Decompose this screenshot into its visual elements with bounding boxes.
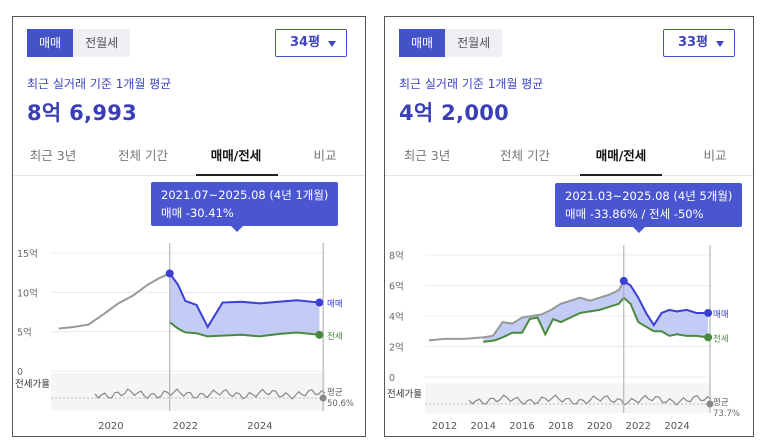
x-tick-label: 2020: [587, 421, 612, 432]
jeonse-line: [169, 321, 320, 338]
x-tick-label: 2024: [664, 421, 689, 432]
chart-tabs: 최근 3년 전체 기간 매매/전세 비교: [385, 143, 753, 176]
y-tick-label: 5억: [17, 327, 32, 339]
tab-all-period[interactable]: 전체 기간: [118, 148, 168, 163]
tab-sale-jeonse[interactable]: 매매/전세: [595, 148, 647, 163]
sale-series-label: 매매: [327, 300, 343, 310]
y-tick-label: 10억: [17, 287, 38, 299]
chevron-down-icon: [716, 41, 724, 47]
price-gap-area: [483, 282, 709, 342]
sale-end-point: [315, 298, 324, 307]
tooltip-change: 매매 -30.41%: [161, 206, 234, 220]
ratio-end-point: [706, 400, 714, 408]
period-start-point: [165, 269, 174, 278]
tab-recent-3y[interactable]: 최근 3년: [403, 148, 451, 163]
x-tick-label: 2024: [247, 421, 272, 432]
toggle-sale[interactable]: 매매: [27, 29, 74, 57]
chevron-down-icon: [328, 41, 336, 47]
y-tick-label: 4억: [389, 311, 404, 323]
x-tick-label: 2016: [509, 421, 534, 432]
period-tooltip: 2021.03~2025.08 (4년 5개월) 매매 -33.86% / 전세…: [555, 183, 743, 233]
size-select-value: 34평: [290, 35, 321, 50]
ratio-line: [94, 388, 326, 400]
ratio-average-value: 73.7%: [713, 409, 740, 419]
y-tick-label: 6억: [389, 281, 404, 293]
toggle-sale[interactable]: 매매: [399, 29, 446, 57]
size-select[interactable]: 33평: [663, 29, 735, 57]
sale-line-history: [428, 280, 625, 342]
sale-line: [623, 280, 709, 328]
deal-type-toggle: 매매 전월세: [399, 29, 503, 57]
price-value: 8억 6,993: [27, 101, 138, 125]
jeonse-end-point: [315, 330, 324, 339]
price-subtitle: 최근 실거래 기준 1개월 평균: [399, 77, 544, 91]
y-tick-label: 15억: [17, 248, 38, 260]
jeonse-series-label: 전세: [327, 331, 343, 342]
tab-sale-jeonse[interactable]: 매매/전세: [210, 148, 262, 163]
tooltip-period: 2021.07~2025.08 (4년 1개월): [161, 188, 329, 202]
ratio-label: 전세가율: [15, 379, 50, 390]
ratio-line: [468, 394, 712, 406]
ratio-end-point: [319, 394, 327, 402]
tab-all-period[interactable]: 전체 기간: [500, 148, 550, 163]
price-subtitle: 최근 실거래 기준 1개월 평균: [27, 77, 172, 91]
x-tick-label: 2020: [98, 421, 123, 432]
sale-line-history: [58, 272, 171, 330]
tooltip-period: 2021.03~2025.08 (4년 5개월): [565, 189, 733, 203]
x-tick-label: 2018: [548, 421, 573, 432]
ratio-label: 전세가율: [387, 389, 422, 400]
jeonse-end-point: [704, 333, 713, 342]
period-tooltip: 2021.07~2025.08 (4년 1개월) 매매 -30.41%: [151, 182, 339, 232]
tab-compare[interactable]: 비교: [703, 148, 727, 163]
tooltip-change: 매매 -33.86% / 전세 -50%: [565, 207, 704, 221]
tab-recent-3y[interactable]: 최근 3년: [29, 148, 77, 163]
x-tick-label: 2022: [173, 421, 198, 432]
price-gap-area: [169, 273, 320, 337]
deal-type-toggle: 매매 전월세: [27, 29, 131, 57]
x-tick-label: 2014: [471, 421, 496, 432]
sale-series-label: 매매: [713, 310, 729, 320]
chart-tabs: 최근 3년 전체 기간 매매/전세 비교: [13, 143, 365, 176]
y-tick-label: 8억: [389, 250, 404, 262]
ratio-average-label: 평균: [713, 397, 729, 408]
period-start-point: [619, 276, 628, 285]
tab-active-underline: [580, 174, 662, 176]
right-chart-panel: 매매 전월세 33평 최근 실거래 기준 1개월 평균 4억 2,000 최근 …: [384, 16, 754, 437]
tab-active-underline: [196, 174, 278, 176]
ratio-average-value: 50.6%: [327, 399, 354, 409]
size-select-value: 33평: [678, 35, 709, 50]
tab-compare[interactable]: 비교: [313, 148, 337, 163]
jeonse-series-label: 전세: [713, 333, 729, 344]
sale-line: [168, 272, 320, 329]
size-select[interactable]: 34평: [275, 29, 347, 57]
y-tick-label: 0: [389, 373, 395, 384]
y-tick-label: 0: [17, 367, 23, 378]
x-tick-label: 2012: [432, 421, 457, 432]
left-chart-panel: 매매 전월세 34평 최근 실거래 기준 1개월 평균 8억 6,993 최근 …: [12, 16, 366, 437]
x-tick-label: 2022: [626, 421, 651, 432]
ratio-subchart-bg: [51, 373, 325, 411]
price-value: 4억 2,000: [399, 101, 510, 125]
toggle-jeonse-monthly[interactable]: 전월세: [457, 36, 491, 50]
y-tick-label: 2억: [389, 342, 404, 354]
jeonse-line: [483, 296, 709, 343]
sale-end-point: [704, 308, 713, 317]
ratio-average-label: 평균: [327, 387, 343, 398]
toggle-jeonse-monthly[interactable]: 전월세: [85, 36, 119, 50]
